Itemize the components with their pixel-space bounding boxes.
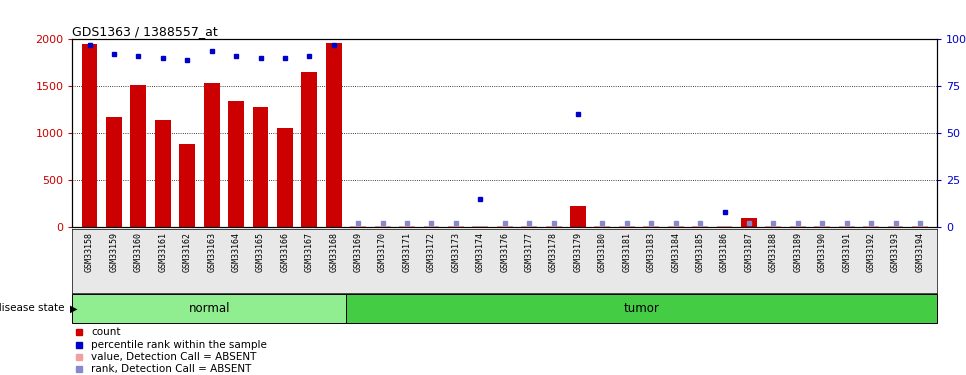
Text: GSM33185: GSM33185 [696, 232, 704, 272]
Text: GSM33159: GSM33159 [109, 232, 119, 272]
Text: normal: normal [188, 302, 230, 315]
Bar [643, 226, 659, 227]
Text: GSM33169: GSM33169 [354, 232, 362, 272]
Text: GSM33194: GSM33194 [916, 232, 924, 272]
Text: GSM33193: GSM33193 [891, 232, 900, 272]
Bar [693, 226, 708, 227]
Text: GSM33160: GSM33160 [134, 232, 143, 272]
Bar [619, 226, 635, 227]
Text: GSM33184: GSM33184 [671, 232, 680, 272]
Text: GSM33163: GSM33163 [207, 232, 216, 272]
Text: percentile rank within the sample: percentile rank within the sample [92, 339, 268, 350]
Bar [252, 107, 269, 227]
Bar [472, 226, 488, 227]
Text: GSM33167: GSM33167 [305, 232, 314, 272]
Bar [204, 84, 219, 227]
Text: value, Detection Call = ABSENT: value, Detection Call = ABSENT [92, 352, 257, 362]
Bar [351, 226, 366, 227]
Bar [594, 226, 611, 227]
Text: GSM33172: GSM33172 [427, 232, 436, 272]
Text: GDS1363 / 1388557_at: GDS1363 / 1388557_at [72, 25, 218, 38]
Text: GSM33186: GSM33186 [720, 232, 729, 272]
Bar [72, 294, 346, 322]
Text: ▶: ▶ [70, 303, 77, 313]
Text: GSM33190: GSM33190 [818, 232, 827, 272]
Text: GSM33180: GSM33180 [598, 232, 607, 272]
Text: GSM33181: GSM33181 [622, 232, 632, 272]
Bar [277, 128, 293, 227]
Text: GSM33164: GSM33164 [232, 232, 241, 272]
Text: GSM33192: GSM33192 [867, 232, 875, 272]
Bar [570, 206, 586, 227]
Text: GSM33187: GSM33187 [745, 232, 753, 272]
Text: GSM33174: GSM33174 [476, 232, 485, 272]
Text: GSM33170: GSM33170 [378, 232, 387, 272]
Text: GSM33177: GSM33177 [525, 232, 533, 272]
Text: GSM33166: GSM33166 [280, 232, 290, 272]
Bar [888, 226, 903, 227]
Bar [790, 226, 806, 227]
Bar [228, 101, 244, 227]
Text: GSM33161: GSM33161 [158, 232, 167, 272]
Text: GSM33183: GSM33183 [647, 232, 656, 272]
Bar [81, 44, 98, 227]
Text: GSM33188: GSM33188 [769, 232, 778, 272]
Bar [375, 226, 390, 227]
Text: GSM33171: GSM33171 [403, 232, 412, 272]
Bar [864, 226, 879, 227]
Bar [522, 226, 537, 227]
Text: GSM33191: GSM33191 [842, 232, 851, 272]
Bar [448, 226, 464, 227]
Bar [423, 226, 440, 227]
Text: GSM33173: GSM33173 [451, 232, 461, 272]
Bar [346, 294, 937, 322]
Bar [155, 120, 171, 227]
Text: tumor: tumor [624, 302, 660, 315]
Bar [717, 226, 732, 227]
Text: GSM33158: GSM33158 [85, 232, 94, 272]
Bar [814, 226, 830, 227]
Text: GSM33168: GSM33168 [329, 232, 338, 272]
Bar [326, 43, 342, 227]
Text: rank, Detection Call = ABSENT: rank, Detection Call = ABSENT [92, 364, 252, 374]
Text: GSM33179: GSM33179 [574, 232, 582, 272]
Text: count: count [92, 327, 121, 338]
Bar [765, 226, 781, 227]
Bar [497, 226, 513, 227]
Bar [106, 117, 122, 227]
Text: GSM33178: GSM33178 [549, 232, 558, 272]
Bar [130, 86, 146, 227]
Bar [399, 226, 415, 227]
Bar [912, 226, 928, 227]
Text: GSM33162: GSM33162 [183, 232, 191, 272]
Bar [838, 226, 855, 227]
Text: GSM33176: GSM33176 [500, 232, 509, 272]
Text: GSM33165: GSM33165 [256, 232, 265, 272]
Bar [180, 144, 195, 227]
Text: disease state: disease state [0, 303, 68, 313]
Bar [301, 72, 317, 227]
Bar [546, 226, 561, 227]
Bar [741, 217, 757, 227]
Bar [668, 226, 684, 227]
Text: GSM33189: GSM33189 [793, 232, 803, 272]
